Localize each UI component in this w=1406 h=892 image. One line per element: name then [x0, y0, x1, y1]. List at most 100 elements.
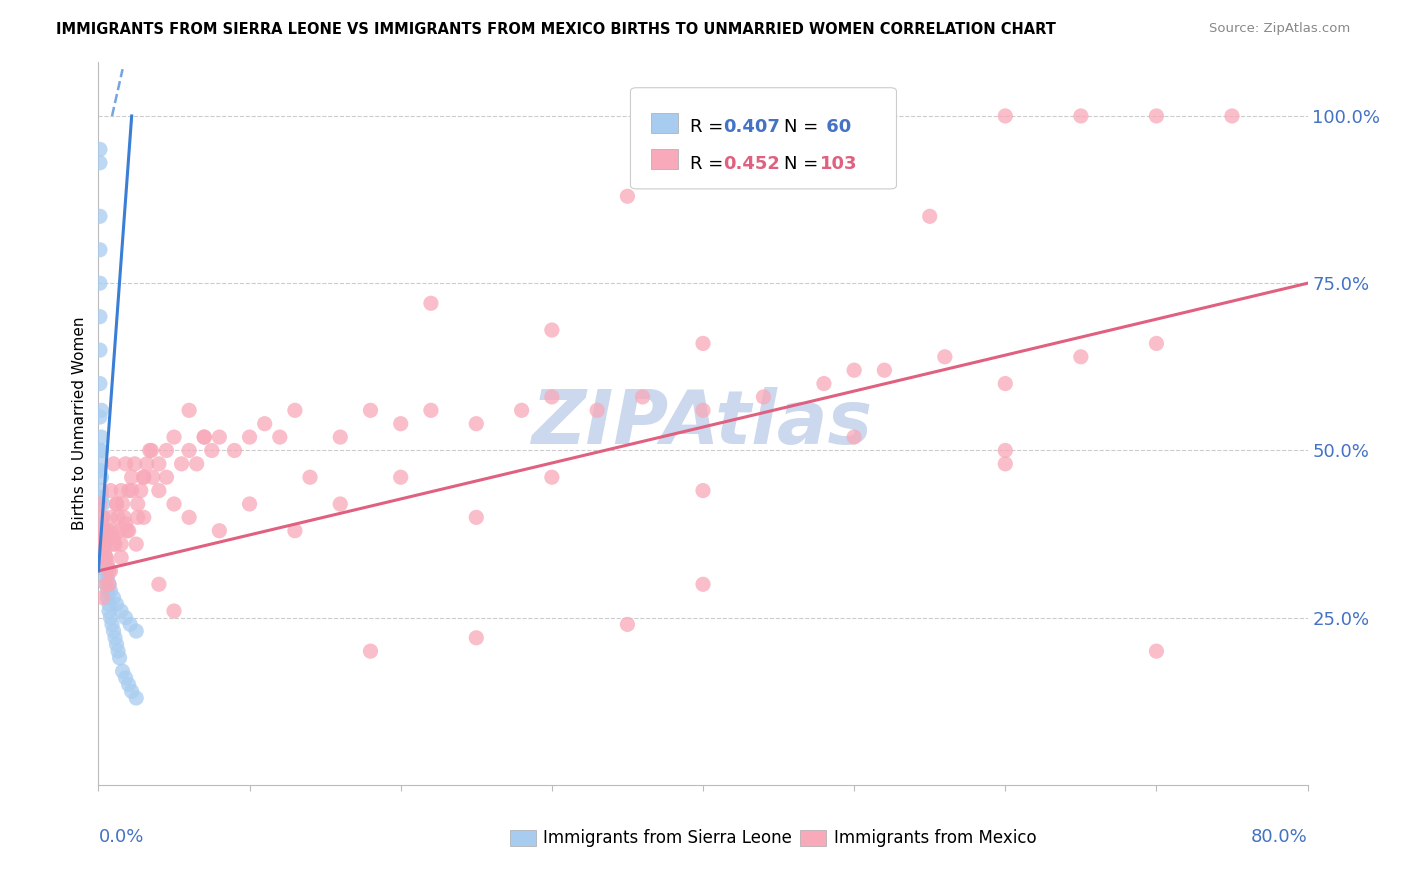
Point [98, 604, 121, 618]
Point [186, 457, 208, 471]
Point [98, 564, 121, 578]
Point [98, 577, 121, 591]
Point [90, 457, 112, 471]
Point [586, 403, 609, 417]
Point [163, 604, 186, 618]
Point [1070, 350, 1092, 364]
Point [994, 443, 1017, 458]
Point [616, 189, 638, 203]
Text: 60: 60 [820, 119, 852, 136]
Point [118, 678, 141, 692]
Point [360, 644, 382, 658]
Point [103, 530, 125, 544]
Point [110, 483, 132, 498]
Point [752, 390, 775, 404]
Point [127, 497, 149, 511]
Text: 80.0%: 80.0% [1251, 829, 1308, 847]
Point [163, 497, 186, 511]
Point [94, 550, 117, 565]
Point [179, 510, 201, 524]
Text: N =: N = [785, 154, 824, 172]
Point [115, 524, 138, 538]
Point [100, 510, 122, 524]
Point [94, 550, 117, 565]
Point [96, 591, 118, 605]
Point [114, 457, 136, 471]
Text: 0.452: 0.452 [724, 154, 780, 172]
Point [193, 430, 215, 444]
Point [90, 403, 112, 417]
Point [111, 497, 134, 511]
Point [91, 497, 114, 511]
Point [329, 430, 352, 444]
Point [89, 343, 111, 358]
Point [239, 430, 262, 444]
Point [114, 671, 136, 685]
Point [91, 537, 114, 551]
Point [89, 410, 111, 425]
Point [103, 591, 125, 605]
Point [616, 617, 638, 632]
Point [108, 524, 131, 538]
Point [124, 457, 146, 471]
Point [155, 443, 177, 458]
Point [465, 631, 488, 645]
Text: Immigrants from Mexico: Immigrants from Mexico [834, 830, 1036, 847]
Point [94, 564, 117, 578]
Point [692, 577, 714, 591]
Point [107, 644, 129, 658]
Point [111, 664, 134, 679]
Point [89, 277, 111, 291]
Text: 0.407: 0.407 [724, 119, 780, 136]
Text: R =: R = [690, 154, 728, 172]
Point [108, 651, 131, 665]
Point [994, 457, 1017, 471]
Point [91, 530, 114, 544]
Point [104, 631, 127, 645]
Point [420, 403, 443, 417]
Point [224, 443, 246, 458]
Point [96, 557, 118, 572]
Point [94, 564, 117, 578]
FancyBboxPatch shape [651, 149, 678, 169]
FancyBboxPatch shape [509, 830, 536, 847]
Point [89, 243, 111, 257]
Point [114, 516, 136, 531]
Point [135, 457, 157, 471]
Y-axis label: Births to Unmarried Women: Births to Unmarried Women [72, 317, 87, 531]
Point [284, 403, 307, 417]
Point [118, 524, 141, 538]
Point [100, 483, 122, 498]
Point [94, 557, 117, 572]
Text: N =: N = [785, 119, 824, 136]
Point [125, 690, 148, 705]
Point [873, 363, 896, 377]
Point [100, 564, 122, 578]
Point [132, 470, 155, 484]
Point [90, 483, 112, 498]
Point [1144, 109, 1167, 123]
Point [208, 524, 231, 538]
Point [329, 497, 352, 511]
Point [101, 524, 124, 538]
Point [389, 470, 412, 484]
Point [934, 350, 956, 364]
Point [105, 598, 128, 612]
Point [114, 611, 136, 625]
Point [994, 376, 1017, 391]
Point [1144, 644, 1167, 658]
Point [132, 510, 155, 524]
Point [127, 510, 149, 524]
Point [170, 457, 193, 471]
Point [110, 604, 132, 618]
Point [994, 109, 1017, 123]
Point [90, 443, 112, 458]
Point [89, 530, 111, 544]
Point [284, 524, 307, 538]
Point [91, 530, 114, 544]
Point [91, 510, 114, 524]
Point [125, 537, 148, 551]
Point [148, 483, 170, 498]
Text: R =: R = [690, 119, 728, 136]
Point [90, 516, 112, 531]
